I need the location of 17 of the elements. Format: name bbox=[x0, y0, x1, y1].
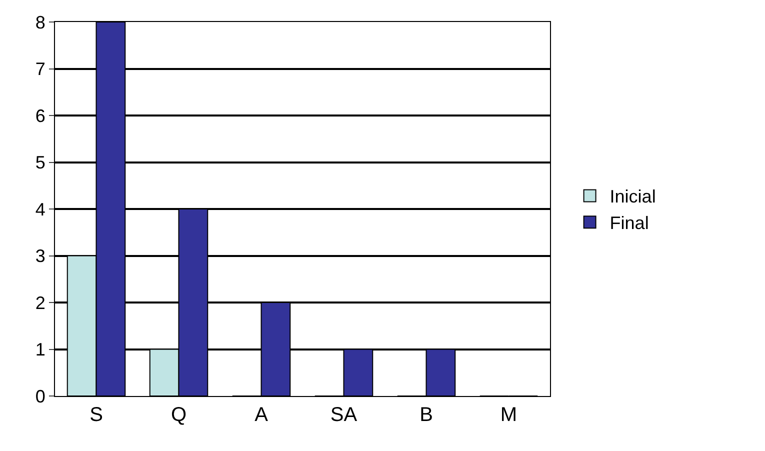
x-tick-label: M bbox=[500, 404, 518, 426]
y-tick-label: 2 bbox=[35, 292, 46, 313]
y-tick-label: 6 bbox=[35, 106, 46, 126]
y-tick-label: 3 bbox=[35, 246, 46, 266]
y-tick-label: 1 bbox=[35, 340, 46, 360]
y-tick-label: 0 bbox=[35, 386, 46, 406]
x-tick-label: A bbox=[254, 404, 269, 426]
y-tick-label: 4 bbox=[35, 199, 46, 220]
x-tick-label: SA bbox=[330, 404, 358, 426]
legend-label: Final bbox=[610, 213, 649, 234]
y-tick-label: 8 bbox=[35, 12, 46, 32]
y-tick-label: 5 bbox=[35, 152, 46, 173]
x-tick-label: S bbox=[90, 404, 103, 426]
x-tick-label: B bbox=[420, 404, 433, 426]
legend-label: Inicial bbox=[610, 186, 656, 207]
x-tick-label: Q bbox=[170, 404, 187, 426]
y-tick-label: 7 bbox=[35, 59, 46, 80]
